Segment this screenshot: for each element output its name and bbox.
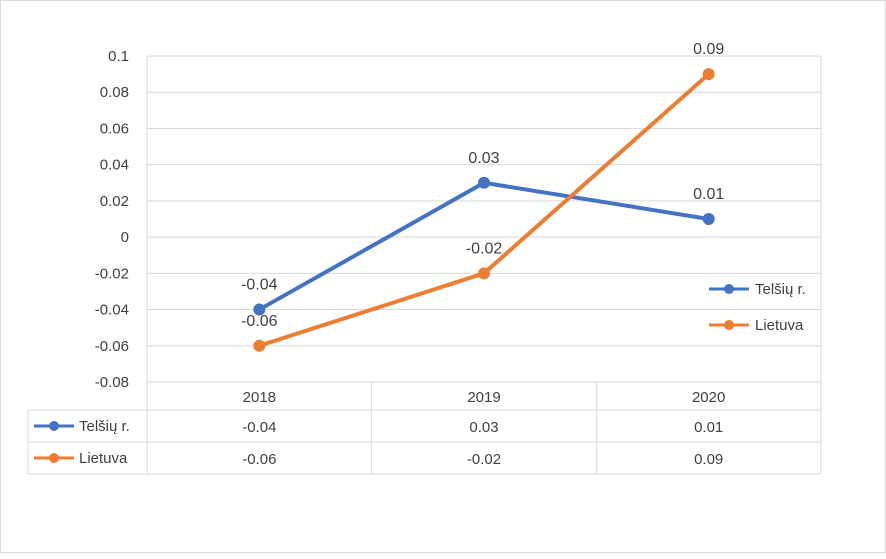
table-cell-value: 0.03 <box>469 419 498 436</box>
series-lines <box>253 68 715 352</box>
y-tick-label: 0 <box>121 229 129 246</box>
data-label: -0.06 <box>241 313 278 330</box>
data-point <box>253 303 266 316</box>
y-tick-label: 0.04 <box>100 157 129 174</box>
data-point <box>702 68 715 81</box>
table-cell-value: -0.02 <box>467 451 501 468</box>
table-series-name: Lietuva <box>79 450 128 467</box>
legend-key-marker <box>724 320 734 330</box>
y-axis-ticks: 0.1 0.08 0.06 0.04 0.02 0 -0.02 -0.04 -0.06 -0.08 <box>95 48 129 391</box>
data-labels: -0.04 0.03 0.01 -0.06 -0.02 0.09 <box>241 41 724 330</box>
data-table: 2018 2019 2020 Telšių r. -0.04 0.03 0.01 Lietuv… <box>27 381 822 475</box>
data-label: 0.01 <box>693 186 724 203</box>
data-label: -0.02 <box>466 240 503 257</box>
y-tick-label: 0.1 <box>108 48 129 65</box>
y-tick-label: 0.06 <box>100 120 129 137</box>
table-cell-value: 0.01 <box>694 419 723 436</box>
legend-key-marker <box>724 284 734 294</box>
x-category-label: 2019 <box>467 389 500 406</box>
data-point <box>478 176 490 189</box>
data-point <box>702 213 715 225</box>
data-point <box>253 339 266 352</box>
table-legend-key-marker <box>49 453 59 463</box>
table-legend-key-marker <box>49 421 59 431</box>
table-cell-value: -0.04 <box>242 419 276 436</box>
y-tick-label: -0.06 <box>95 338 129 355</box>
legend-entry: Telšių r. <box>755 281 806 298</box>
x-category-label: 2018 <box>243 389 276 406</box>
table-series-name: Telšių r. <box>79 418 130 435</box>
legend-entry: Lietuva <box>755 317 804 334</box>
data-label: -0.04 <box>241 277 278 294</box>
y-tick-label: 0.02 <box>100 193 129 210</box>
y-tick-label: 0.08 <box>100 84 129 101</box>
y-tick-label: -0.04 <box>95 302 129 319</box>
y-tick-label: -0.08 <box>95 374 129 391</box>
data-label: 0.09 <box>693 41 724 58</box>
data-point <box>478 267 490 280</box>
table-cell-value: 0.09 <box>694 451 723 468</box>
gridlines <box>146 55 822 383</box>
table-cell-value: -0.06 <box>242 451 276 468</box>
data-label: 0.03 <box>468 150 499 167</box>
x-category-label: 2020 <box>692 389 725 406</box>
legend: Telšių r. Lietuva <box>709 281 806 334</box>
y-tick-label: -0.02 <box>95 265 129 282</box>
